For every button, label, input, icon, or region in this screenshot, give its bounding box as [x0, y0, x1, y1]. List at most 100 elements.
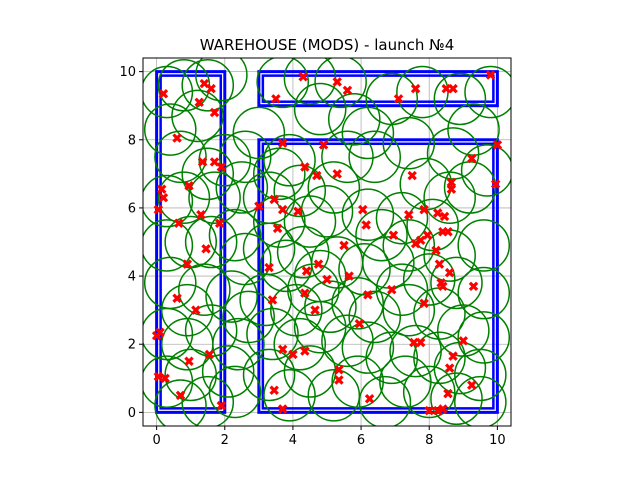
point-marker-57 [264, 262, 274, 273]
coverage-circle-91 [181, 375, 235, 426]
point-marker-54 [339, 240, 349, 251]
coverage-circle-98 [358, 375, 412, 426]
coverage-circle-74 [457, 311, 511, 364]
point-marker-53 [431, 245, 441, 256]
coverage-circle-14 [464, 65, 511, 119]
coverage-circle-67 [287, 263, 340, 317]
point-marker-93 [269, 385, 279, 395]
x-tick-label-5: 10 [489, 433, 506, 448]
coverage-circle-59 [430, 256, 483, 310]
point-marker-77 [151, 330, 162, 341]
coverage-circle-22 [273, 164, 327, 218]
coverage-circle-81 [293, 300, 347, 354]
coverage-circle-4 [143, 103, 197, 156]
coverage-circle-34 [215, 161, 269, 214]
point-marker-48 [443, 227, 453, 237]
point-marker-52 [422, 230, 433, 240]
coverage-circle-78 [212, 317, 265, 371]
point-marker-6 [298, 72, 308, 82]
point-marker-29 [277, 204, 288, 215]
point-marker-62 [434, 259, 445, 269]
wall-outer-0 [155, 70, 227, 414]
point-marker-49 [388, 230, 399, 240]
point-marker-36 [361, 220, 371, 230]
point-marker-25 [184, 181, 194, 191]
point-marker-79 [415, 337, 426, 348]
point-marker-87 [444, 363, 455, 373]
point-marker-39 [446, 184, 457, 194]
coverage-circle-33 [188, 171, 241, 225]
point-marker-12 [448, 83, 458, 94]
x-tick-label-3: 6 [357, 433, 365, 448]
x-tick-label-1: 2 [221, 433, 229, 448]
point-marker-5 [271, 94, 281, 104]
point-marker-81 [277, 344, 288, 355]
point-marker-95 [443, 388, 453, 399]
coverage-circle-94 [263, 369, 316, 422]
coverage-circle-99 [379, 355, 432, 409]
coverage-circle-60 [457, 266, 511, 320]
point-marker-18 [277, 138, 288, 148]
plot-content [143, 58, 511, 426]
point-marker-28 [269, 194, 279, 205]
point-marker-86 [448, 351, 458, 361]
coverage-circle-97 [331, 355, 384, 409]
point-marker-55 [201, 244, 211, 254]
wall-outer-2 [257, 138, 499, 414]
point-marker-101 [438, 404, 448, 414]
point-marker-88 [334, 365, 344, 375]
point-marker-56 [182, 259, 193, 269]
coverage-circle-41 [375, 191, 429, 245]
point-marker-15 [197, 157, 208, 167]
point-marker-68 [267, 295, 278, 305]
coverage-circle-100 [402, 365, 456, 419]
coverage-circle-27 [460, 144, 511, 197]
coverage-circle-5 [171, 89, 224, 143]
coverage-circle-6 [218, 130, 272, 184]
point-marker-32 [196, 210, 206, 220]
point-marker-27 [254, 201, 264, 211]
coverage-circle-83 [341, 321, 395, 374]
y-tick-label-2: 4 [128, 270, 136, 285]
point-marker-22 [332, 169, 342, 179]
y-tick-label-1: 2 [128, 338, 136, 353]
coverage-circle-10 [314, 58, 367, 109]
coverage-circle-43 [406, 198, 459, 252]
x-tick-label-0: 0 [152, 433, 160, 448]
coverage-circle-93 [242, 348, 296, 402]
coverage-circle-105 [222, 290, 275, 344]
point-marker-91 [160, 373, 170, 384]
point-marker-45 [433, 208, 443, 218]
point-marker-44 [419, 204, 429, 215]
wall-inner-0 [159, 74, 223, 410]
coverage-circle-71 [382, 283, 436, 337]
point-marker-31 [174, 218, 184, 228]
point-marker-14 [172, 133, 182, 143]
y-tick-label-5: 10 [119, 65, 136, 80]
point-marker-98 [277, 404, 288, 414]
point-marker-20 [300, 162, 310, 172]
coverage-circle-17 [327, 93, 381, 146]
point-marker-61 [344, 271, 354, 281]
coverage-circle-104 [201, 345, 255, 398]
point-marker-80 [458, 336, 469, 346]
coverage-circle-2 [195, 58, 248, 102]
coverage-circle-13 [433, 72, 487, 126]
wall-inner-1 [261, 74, 495, 103]
wall-outer-1 [257, 70, 499, 108]
point-marker-3 [194, 97, 204, 108]
y-tick-label-3: 6 [128, 201, 136, 216]
point-marker-82 [288, 349, 298, 360]
coverage-circle-39 [341, 188, 395, 242]
point-marker-42 [490, 179, 501, 189]
point-marker-24 [158, 192, 169, 203]
coverage-circle-1 [181, 58, 235, 112]
point-marker-63 [444, 267, 455, 278]
coverage-circle-80 [273, 317, 327, 371]
coverage-circle-36 [252, 195, 306, 248]
point-marker-33 [214, 218, 225, 228]
coverage-circle-88 [454, 348, 507, 402]
point-marker-65 [438, 281, 448, 292]
point-marker-41 [492, 140, 503, 150]
